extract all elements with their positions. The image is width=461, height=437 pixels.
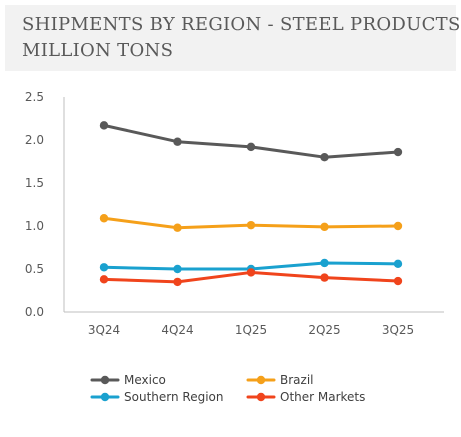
y-axis: 0.0 0.5 1.0 1.5 2.0 2.5: [25, 90, 44, 319]
data-point: [173, 264, 182, 274]
chart-title-bar: SHIPMENTS BY REGION - STEEL PRODUCTS MIL…: [5, 5, 460, 71]
legend-label: Mexico: [124, 373, 166, 387]
data-point: [393, 259, 403, 269]
legend-label: Brazil: [280, 373, 314, 387]
x-tick-label: 4Q24: [161, 323, 193, 337]
series-line-0: [102, 123, 400, 159]
legend-item: Mexico: [90, 373, 166, 387]
legend-swatch-marker: [100, 392, 110, 402]
data-point: [246, 268, 256, 277]
legend-item: Other Markets: [246, 390, 365, 404]
data-point: [393, 276, 403, 286]
data-point: [393, 221, 403, 231]
x-tick-label: 3Q24: [88, 323, 120, 337]
data-point: [99, 121, 109, 130]
data-point: [320, 258, 329, 268]
data-point: [99, 275, 109, 284]
legend-label: Southern Region: [124, 390, 223, 404]
legend-label: Other Markets: [280, 390, 365, 404]
data-point: [99, 263, 109, 272]
legend: Mexico Brazil Southern Region Other Markets: [90, 373, 365, 404]
y-tick-label: 2.5: [25, 90, 44, 104]
data-point: [393, 147, 403, 157]
legend-swatch-marker: [100, 375, 110, 385]
y-tick-label: 0.0: [25, 305, 44, 319]
data-point: [320, 222, 329, 232]
y-tick-label: 1.0: [25, 219, 44, 233]
legend-item: Brazil: [246, 373, 314, 387]
data-point: [320, 153, 329, 162]
plot-series: [99, 121, 403, 287]
data-point: [173, 277, 182, 287]
legend-swatch-marker: [256, 392, 266, 402]
x-tick-label: 1Q25: [235, 323, 267, 337]
data-point: [173, 223, 182, 232]
data-point: [99, 214, 109, 223]
data-point: [246, 220, 256, 230]
chart-subtitle: MILLION TONS: [22, 40, 174, 61]
data-point: [320, 273, 329, 282]
y-tick-label: 0.5: [25, 262, 44, 276]
data-point: [246, 142, 256, 152]
chart-title: SHIPMENTS BY REGION - STEEL PRODUCTS: [22, 14, 461, 35]
x-tick-label: 3Q25: [382, 323, 414, 337]
legend-swatch-marker: [256, 375, 266, 385]
legend-item: Southern Region: [90, 390, 223, 404]
data-point: [173, 137, 182, 146]
y-tick-label: 2.0: [25, 133, 44, 147]
y-tick-label: 1.5: [25, 176, 44, 190]
x-axis: 3Q24 4Q24 1Q25 2Q25 3Q25: [88, 323, 414, 337]
x-tick-label: 2Q25: [308, 323, 340, 337]
